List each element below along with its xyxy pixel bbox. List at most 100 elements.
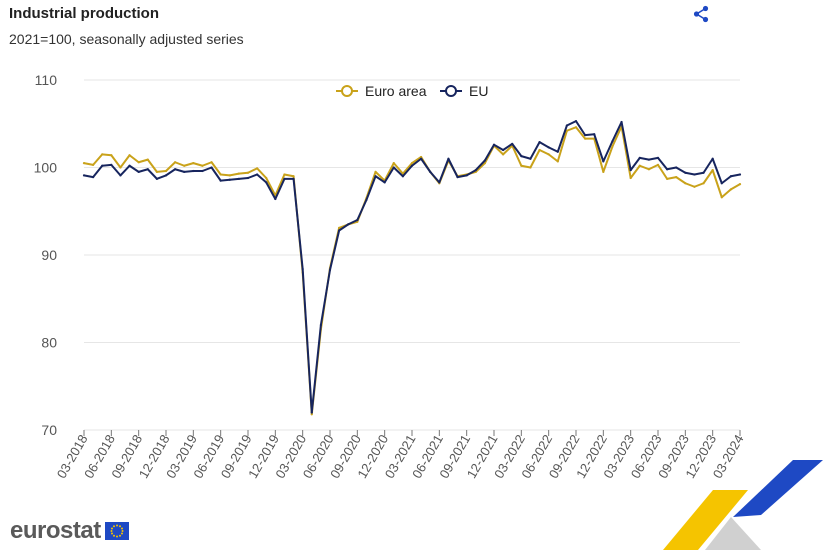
data-point[interactable] [511, 142, 514, 145]
data-point[interactable] [565, 129, 568, 132]
data-point[interactable] [256, 173, 259, 176]
data-point[interactable] [338, 226, 341, 229]
data-point[interactable] [565, 124, 568, 127]
data-point[interactable] [128, 154, 131, 157]
data-point[interactable] [465, 174, 468, 177]
chart-legend[interactable]: Euro area EU [336, 83, 488, 99]
data-point[interactable] [693, 173, 696, 176]
data-point[interactable] [738, 183, 742, 186]
data-point[interactable] [256, 167, 259, 170]
data-point[interactable] [620, 120, 623, 124]
data-point[interactable] [101, 164, 104, 167]
data-point[interactable] [656, 156, 660, 159]
data-point[interactable] [638, 164, 641, 167]
data-point[interactable] [438, 181, 441, 184]
data-point[interactable] [656, 163, 660, 166]
data-point[interactable] [483, 159, 486, 162]
data-point[interactable] [219, 173, 222, 176]
data-point[interactable] [201, 164, 204, 167]
data-point[interactable] [201, 169, 204, 173]
data-point[interactable] [228, 178, 231, 181]
data-point[interactable] [675, 166, 678, 169]
data-point[interactable] [283, 173, 286, 176]
data-point[interactable] [246, 176, 250, 180]
data-point[interactable] [556, 150, 559, 153]
data-point[interactable] [310, 411, 313, 414]
data-point[interactable] [420, 157, 423, 160]
data-point[interactable] [711, 157, 714, 160]
data-point[interactable] [365, 198, 368, 201]
data-point[interactable] [119, 174, 122, 177]
data-point[interactable] [647, 168, 650, 171]
data-point[interactable] [265, 176, 268, 180]
data-point[interactable] [729, 188, 732, 191]
data-point[interactable] [319, 323, 322, 327]
data-point[interactable] [574, 120, 578, 123]
data-point[interactable] [137, 161, 140, 164]
data-point[interactable] [101, 153, 104, 156]
data-point[interactable] [146, 168, 149, 171]
data-point[interactable] [356, 218, 359, 222]
share-icon[interactable] [691, 4, 711, 24]
data-point[interactable] [119, 166, 122, 169]
data-point[interactable] [547, 153, 550, 156]
data-point[interactable] [292, 177, 295, 180]
data-point[interactable] [684, 171, 687, 174]
data-point[interactable] [347, 223, 350, 226]
data-point[interactable] [611, 140, 614, 143]
data-point[interactable] [228, 174, 231, 177]
data-point[interactable] [474, 169, 477, 172]
data-point[interactable] [174, 168, 177, 171]
data-point[interactable] [237, 177, 240, 180]
data-point[interactable] [301, 267, 304, 271]
data-point[interactable] [629, 176, 632, 180]
data-point[interactable] [638, 156, 641, 159]
data-point[interactable] [374, 170, 377, 173]
data-point[interactable] [520, 164, 523, 167]
data-point[interactable] [574, 126, 578, 129]
data-point[interactable] [729, 175, 732, 178]
data-point[interactable] [383, 181, 386, 184]
data-point[interactable] [738, 173, 742, 176]
data-point[interactable] [584, 134, 587, 137]
data-point[interactable] [210, 161, 213, 164]
data-point[interactable] [92, 163, 95, 166]
data-point[interactable] [274, 197, 277, 201]
data-point[interactable] [492, 143, 496, 146]
data-point[interactable] [137, 170, 140, 173]
data-point[interactable] [429, 170, 432, 173]
data-point[interactable] [602, 160, 605, 163]
data-point[interactable] [401, 175, 404, 178]
data-point[interactable] [192, 169, 195, 173]
data-point[interactable] [702, 182, 705, 185]
data-point[interactable] [666, 177, 669, 180]
data-point[interactable] [556, 160, 559, 163]
data-point[interactable] [155, 177, 158, 180]
data-point[interactable] [283, 177, 286, 180]
data-point[interactable] [128, 164, 131, 167]
data-point[interactable] [210, 166, 213, 169]
legend-item-euro-area[interactable]: Euro area [336, 83, 427, 99]
data-point[interactable] [92, 176, 95, 179]
data-point[interactable] [392, 166, 395, 169]
data-point[interactable] [547, 146, 550, 149]
data-point[interactable] [82, 174, 86, 177]
data-point[interactable] [538, 148, 541, 152]
data-point[interactable] [647, 158, 650, 161]
data-point[interactable] [529, 157, 532, 160]
data-point[interactable] [237, 172, 240, 175]
data-point[interactable] [629, 169, 632, 172]
data-point[interactable] [675, 176, 678, 179]
data-point[interactable] [164, 169, 168, 173]
data-point[interactable] [720, 182, 723, 185]
data-point[interactable] [684, 182, 687, 185]
data-point[interactable] [593, 133, 596, 136]
data-point[interactable] [410, 162, 414, 165]
data-point[interactable] [456, 176, 459, 179]
data-point[interactable] [666, 168, 669, 171]
data-point[interactable] [310, 413, 313, 416]
data-point[interactable] [246, 171, 250, 174]
data-point[interactable] [410, 164, 414, 167]
data-point[interactable] [82, 162, 86, 165]
data-point[interactable] [702, 171, 705, 174]
